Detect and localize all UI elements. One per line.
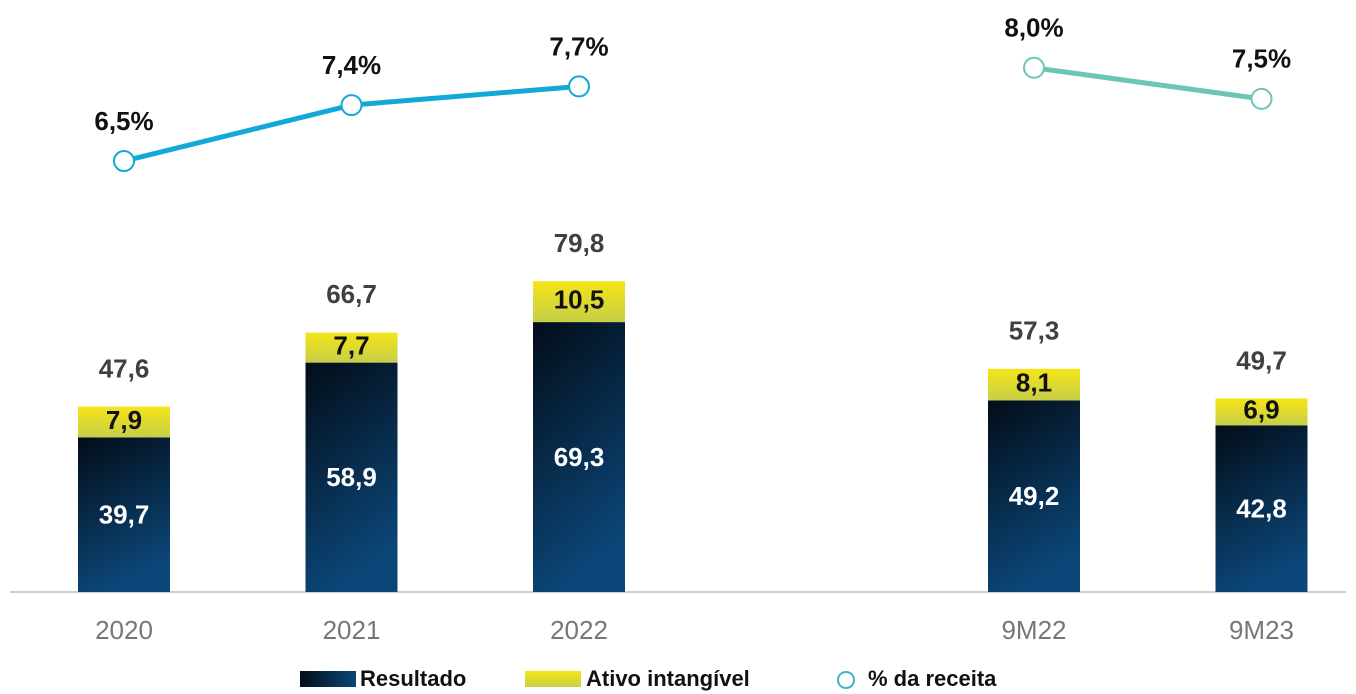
bar-segment xyxy=(78,437,170,592)
total-label: 66,7 xyxy=(326,279,377,309)
data-label: 10,5 xyxy=(554,285,605,315)
data-label: 6,5% xyxy=(94,106,153,136)
bar-segment xyxy=(988,400,1080,592)
data-label: 7,4% xyxy=(322,50,381,80)
data-label: 7,5% xyxy=(1232,44,1291,74)
data-label: 6,9 xyxy=(1243,395,1279,425)
data-label: 49,2 xyxy=(1009,481,1060,511)
total-label: 49,7 xyxy=(1236,345,1287,375)
bar-segment xyxy=(533,322,625,592)
bar-segment xyxy=(533,281,625,323)
line-marker xyxy=(113,150,135,173)
legend-label: % da receita xyxy=(868,666,997,691)
bar-segment xyxy=(988,368,1080,401)
data-label: 8,1 xyxy=(1016,367,1052,397)
bar-segment xyxy=(1215,398,1308,426)
data-label: 7,7 xyxy=(333,330,369,360)
data-label: 8,0% xyxy=(1004,13,1063,43)
data-label: 42,8 xyxy=(1236,494,1287,524)
legend-swatch xyxy=(525,671,581,687)
data-label: 58,9 xyxy=(326,462,377,492)
x-tick-label: 2020 xyxy=(95,615,153,645)
total-label: 79,8 xyxy=(554,228,605,258)
bar-segment xyxy=(78,406,170,438)
line-marker xyxy=(1023,56,1045,79)
legend: Resultado Ativo intangível % da receita xyxy=(300,666,997,691)
data-label: 7,7% xyxy=(549,31,608,61)
line-marker xyxy=(340,94,363,117)
x-tick-label: 2021 xyxy=(323,615,381,645)
total-label: 57,3 xyxy=(1009,316,1060,346)
line-marker xyxy=(568,75,590,98)
line xyxy=(1033,65,1262,102)
total-label: 47,6 xyxy=(99,353,150,383)
legend-swatch xyxy=(300,671,356,687)
bar-segment xyxy=(1215,425,1308,592)
data-label: 69,3 xyxy=(554,442,605,472)
legend-label: Resultado xyxy=(360,666,466,691)
x-tick-label: 9M22 xyxy=(1001,615,1066,645)
legend-marker xyxy=(837,671,855,689)
data-label: 39,7 xyxy=(99,500,150,530)
data-label: 7,9 xyxy=(106,405,142,435)
line-marker xyxy=(1250,87,1273,110)
x-tick-label: 9M23 xyxy=(1229,615,1294,645)
x-tick-label: 2022 xyxy=(550,615,608,645)
legend-label: Ativo intangível xyxy=(586,666,750,691)
bar-segment xyxy=(305,362,398,592)
bar-segment xyxy=(305,332,398,363)
